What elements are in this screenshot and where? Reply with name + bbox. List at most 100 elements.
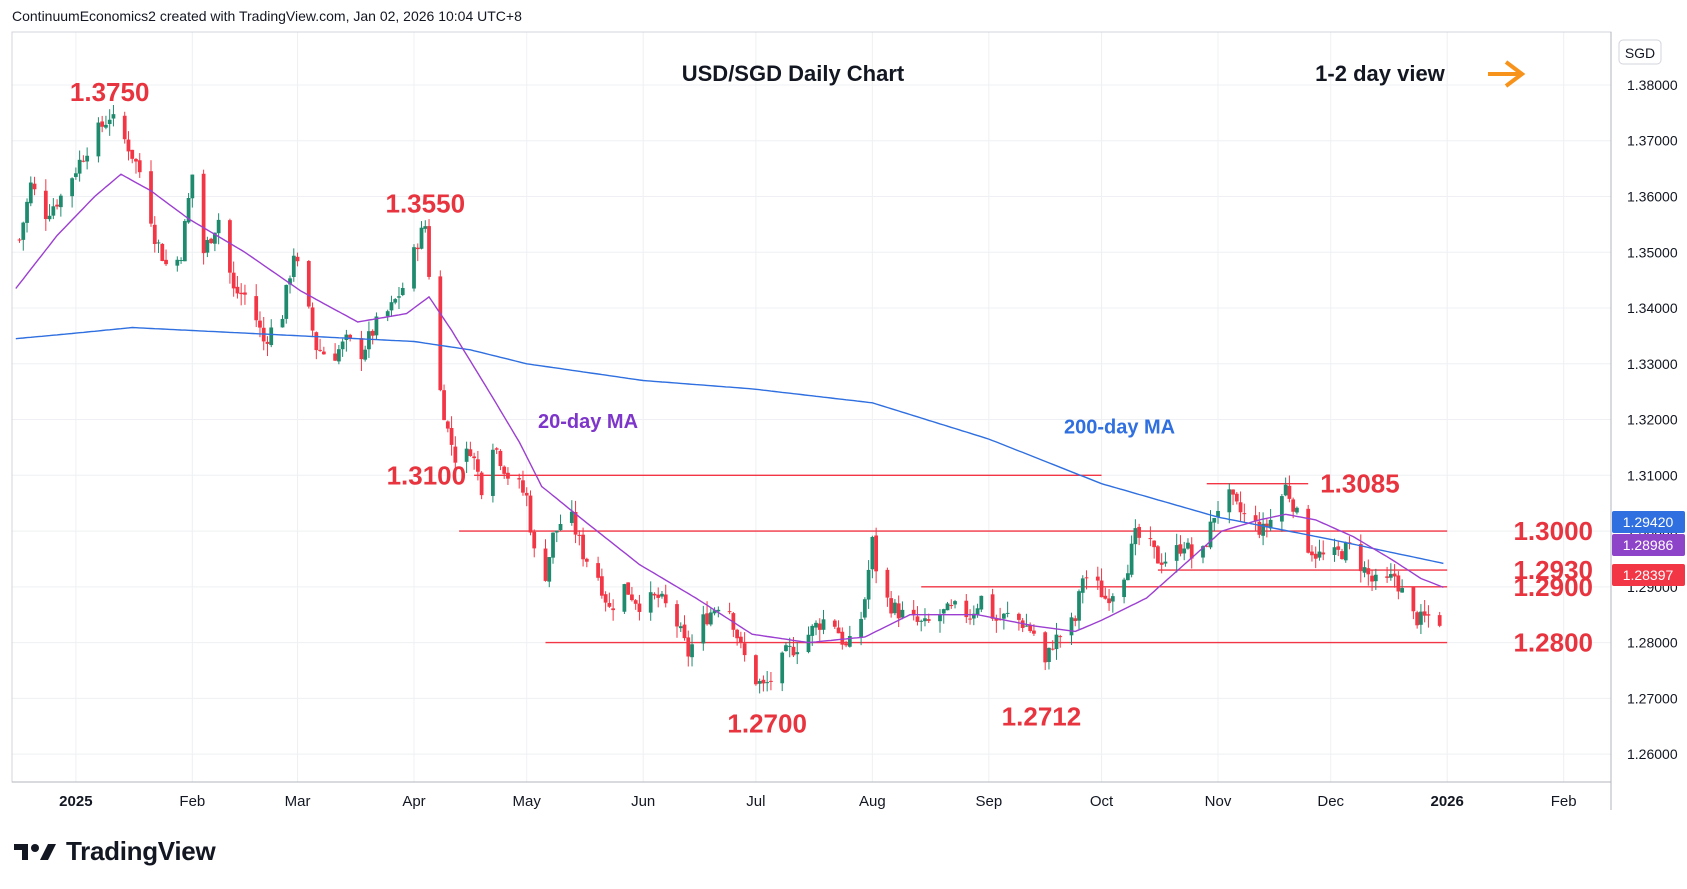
candle-body	[551, 532, 555, 558]
candle-body	[370, 330, 375, 336]
candle-body	[862, 599, 867, 618]
candle-body	[1201, 546, 1205, 558]
candle-body	[1336, 546, 1341, 550]
x-tick-label: Jul	[746, 793, 765, 810]
price-tag-label: 1.29420	[1623, 514, 1674, 530]
candle-body	[400, 288, 405, 296]
candle-body	[558, 523, 563, 531]
candle-body	[464, 448, 469, 462]
candle-body	[239, 292, 244, 295]
tradingview-wordmark: TradingView	[66, 836, 216, 866]
candle-body	[708, 612, 713, 625]
candle-body	[968, 618, 972, 620]
candle-body	[1238, 502, 1243, 513]
candle-body	[363, 349, 368, 360]
candle-body	[479, 472, 484, 496]
candle-body	[678, 626, 683, 629]
candle-body	[705, 613, 709, 625]
candle-body	[306, 261, 311, 307]
candle-body	[926, 619, 931, 621]
candle-body	[889, 598, 894, 614]
candle-body	[1321, 552, 1326, 555]
candle-body	[70, 178, 74, 197]
candle-body	[780, 652, 785, 684]
candle-body	[1073, 618, 1078, 622]
candle-body	[96, 122, 101, 157]
y-tick-label: 1.31000	[1627, 467, 1678, 483]
candle-body	[874, 535, 879, 572]
candle-body	[1204, 545, 1209, 547]
candle-body	[569, 511, 574, 523]
candle-body	[949, 605, 954, 607]
candle-body	[453, 446, 458, 463]
candle-body	[344, 334, 349, 341]
candle-body	[1313, 553, 1318, 559]
candle-body	[58, 195, 63, 208]
candle-body	[953, 601, 957, 605]
candle-body	[1159, 562, 1164, 565]
candle-body	[213, 232, 217, 244]
candle-body	[389, 302, 394, 311]
candle-body	[438, 276, 443, 391]
tradingview-logo[interactable]: TradingView	[14, 836, 216, 867]
candle-body	[73, 173, 78, 177]
candle-body	[716, 609, 721, 612]
candle-body	[475, 459, 480, 472]
candle-body	[626, 582, 631, 595]
x-tick-label: Aug	[859, 793, 886, 810]
candle-body	[1069, 617, 1074, 636]
candle-body	[971, 613, 976, 619]
candle-body	[442, 390, 446, 421]
candle-body	[1261, 523, 1265, 536]
candle-body	[1152, 540, 1157, 548]
candle-body	[134, 159, 138, 162]
candle-body	[682, 624, 687, 639]
candle-body	[581, 534, 585, 560]
candle-body	[847, 636, 852, 647]
candle-body	[1317, 551, 1322, 558]
candle-body	[216, 219, 221, 234]
candle-body	[412, 247, 416, 289]
candle-body	[1392, 573, 1397, 577]
candle-body	[1182, 548, 1187, 554]
y-tick-label: 1.37000	[1627, 133, 1678, 149]
ma200-line	[15, 326, 1444, 565]
candle-body	[190, 174, 195, 199]
candle-body	[506, 472, 510, 479]
candle-body	[51, 206, 56, 216]
candle-body	[340, 341, 345, 350]
y-tick-label: 1.33000	[1627, 356, 1678, 372]
level-label: 1.3085	[1320, 469, 1400, 499]
candle-body	[607, 602, 612, 607]
candle-body	[915, 616, 920, 622]
candle-body	[348, 334, 353, 339]
candle-body	[1054, 634, 1059, 650]
candle-body	[149, 171, 153, 224]
candle-body	[1385, 576, 1389, 578]
price-tag	[1612, 564, 1685, 586]
candle-body	[817, 623, 822, 630]
candle-body	[201, 173, 206, 254]
candle-body	[423, 226, 428, 229]
candle-body	[321, 351, 326, 355]
candle-body	[900, 609, 905, 618]
candle-body	[701, 614, 706, 644]
candle-body	[1310, 551, 1314, 556]
candle-body	[806, 634, 811, 653]
candle-body	[814, 622, 818, 628]
candle-body	[498, 450, 503, 467]
candle-body	[1426, 614, 1431, 616]
candle-body	[231, 272, 236, 289]
x-tick-label: 2026	[1431, 793, 1464, 810]
candle-body	[314, 332, 319, 351]
candle-body	[528, 495, 533, 533]
candle-body	[126, 139, 131, 152]
candle-body	[367, 331, 371, 350]
candle-body	[1050, 648, 1055, 650]
candle-body	[611, 608, 616, 611]
candle-body	[254, 296, 259, 321]
x-tick-label: Nov	[1205, 793, 1232, 810]
candle-body	[55, 204, 59, 207]
